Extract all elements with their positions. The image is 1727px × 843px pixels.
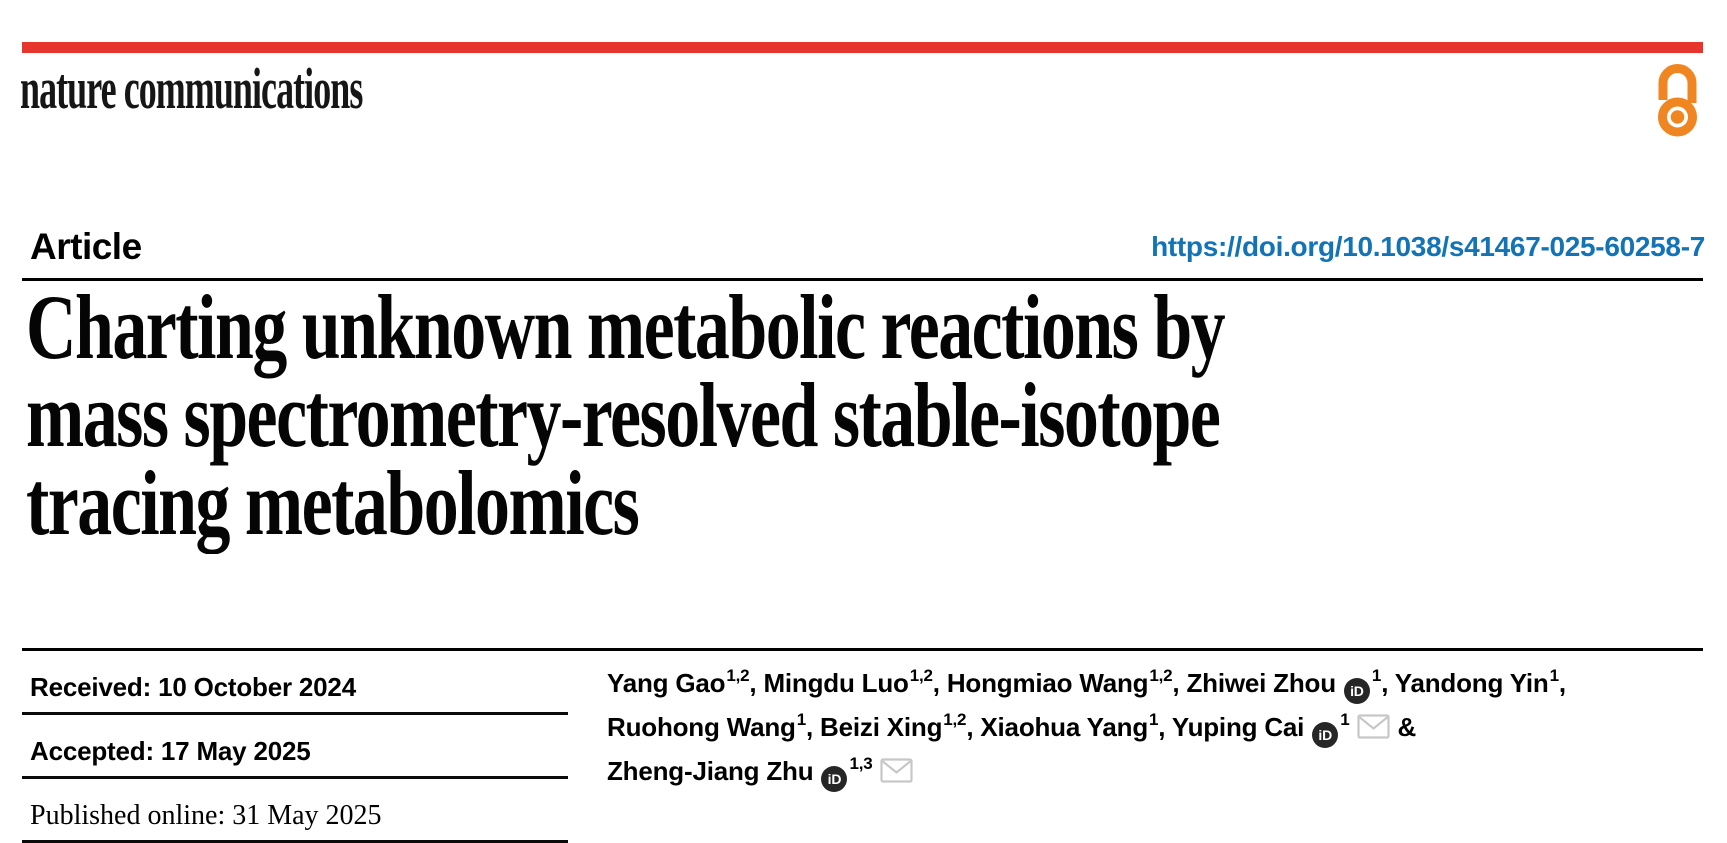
- author-name: Yuping Cai: [1171, 712, 1305, 742]
- orcid-icon[interactable]: iD: [1312, 722, 1339, 748]
- affiliation-superscript: 1,3: [849, 754, 873, 773]
- author-name: Zheng-Jiang Zhu: [607, 756, 814, 786]
- orcid-icon[interactable]: iD: [821, 766, 848, 792]
- orcid-label: iD: [1350, 683, 1364, 699]
- affiliation-superscript: 1,2: [909, 666, 933, 685]
- author-name: Xiaohua Yang: [980, 712, 1149, 742]
- author-name: Hongmiao Wang: [946, 668, 1149, 698]
- orcid-label: iD: [827, 771, 842, 787]
- header-divider: [22, 648, 1703, 651]
- author-name: Ruohong Wang: [607, 712, 796, 742]
- orcid-label: iD: [1318, 727, 1332, 743]
- email-icon[interactable]: [880, 758, 914, 783]
- author-list: Yang Gao1,2, Mingdu Luo1,2, Hongmiao Wan…: [607, 663, 1717, 795]
- author-line-2: Ruohong Wang1, Beizi Xing1,2, Xiaohua Ya…: [607, 707, 1717, 751]
- author-name: Mingdu Luo: [763, 668, 909, 698]
- author-line-3: Zheng-Jiang Zhu iD 1,3: [607, 751, 1717, 795]
- affiliation-superscript: 1: [1549, 666, 1559, 685]
- author-separator: &: [1390, 712, 1417, 742]
- author-separator: ,: [805, 712, 821, 742]
- published-row: Published online: 31 May 2025: [22, 779, 568, 843]
- affiliation-superscript: 1,2: [943, 710, 967, 729]
- received-text: Received: 10 October 2024: [30, 672, 356, 702]
- author-separator: ,: [1558, 668, 1566, 698]
- author-name: Beizi Xing: [820, 712, 943, 742]
- received-row: Received: 10 October 2024: [22, 651, 568, 715]
- affiliation-superscript: 1,2: [726, 666, 750, 685]
- title-divider: [22, 278, 1703, 281]
- author-separator: ,: [1158, 712, 1172, 742]
- author-separator: ,: [932, 668, 947, 698]
- orcid-icon[interactable]: iD: [1343, 678, 1370, 704]
- title-line: mass spectrometry-resolved stable-isotop…: [26, 364, 1221, 466]
- doi-link[interactable]: https://doi.org/10.1038/s41467-025-60258…: [1151, 231, 1705, 262]
- author-name: Yandong Yin: [1394, 668, 1549, 698]
- open-access-icon: [1658, 64, 1697, 137]
- title-line: tracing metabolomics: [26, 452, 640, 554]
- affiliation-superscript: 1: [796, 710, 806, 729]
- published-text: Published online: 31 May 2025: [30, 799, 382, 831]
- affiliation-superscript: 1: [1149, 710, 1159, 729]
- brand-bar: [22, 42, 1703, 53]
- author-name: Zhiwei Zhou: [1186, 668, 1336, 698]
- author-separator: ,: [1381, 668, 1395, 698]
- accepted-row: Accepted: 17 May 2025: [22, 715, 568, 779]
- affiliation-superscript: 1: [1371, 666, 1382, 685]
- author-separator: ,: [966, 712, 981, 742]
- affiliation-superscript: 1: [1340, 710, 1350, 729]
- author-separator: ,: [1172, 668, 1187, 698]
- accepted-text: Accepted: 17 May 2025: [30, 736, 311, 766]
- author-line-1: Yang Gao1,2, Mingdu Luo1,2, Hongmiao Wan…: [607, 663, 1717, 707]
- email-icon[interactable]: [1357, 714, 1391, 739]
- article-title: Charting unknown metabolic reactions by m…: [26, 276, 1226, 554]
- article-history: Received: 10 October 2024 Accepted: 17 M…: [22, 651, 568, 843]
- title-line: Charting unknown metabolic reactions by: [26, 276, 1226, 378]
- article-type-label: Article: [30, 226, 142, 267]
- author-name: Yang Gao: [607, 668, 726, 698]
- affiliation-superscript: 1,2: [1149, 666, 1173, 685]
- journal-logo: nature communications: [20, 56, 363, 121]
- author-separator: ,: [749, 668, 764, 698]
